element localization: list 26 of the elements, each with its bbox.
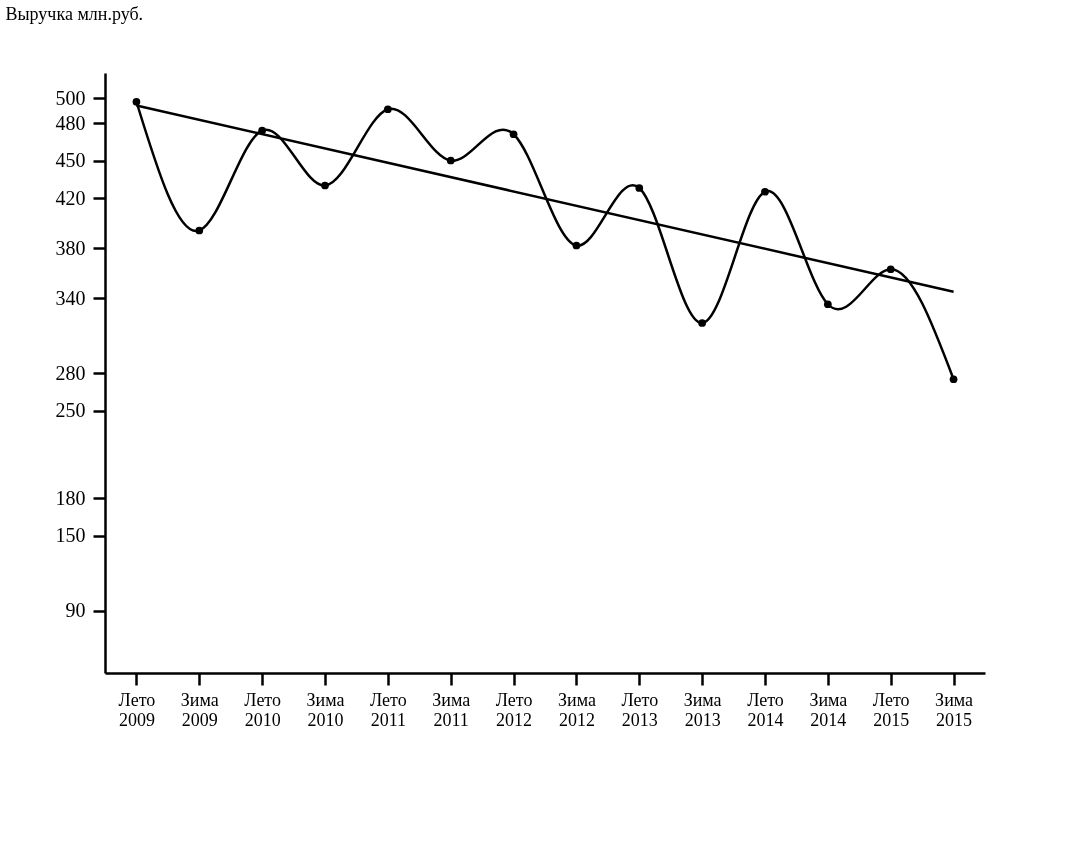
x-tick-label: Лето 2010 xyxy=(244,689,281,730)
y-tick-label: 450 xyxy=(55,149,86,171)
y-tick-label: 280 xyxy=(55,361,86,384)
y-tick-label: 420 xyxy=(55,186,86,209)
y-tick-label: 380 xyxy=(55,236,86,259)
x-tick-label: Зима 2009 xyxy=(180,689,219,730)
y-tick-label: 500 xyxy=(55,86,86,109)
x-tick-label: Лето 2012 xyxy=(495,689,533,730)
x-tick-label: Зима 2014 xyxy=(809,689,848,730)
x-tick-label: Лето 2014 xyxy=(747,689,784,730)
y-tick-label: 340 xyxy=(55,286,86,309)
x-tick-label: Зима 2013 xyxy=(683,689,722,730)
x-tick-label: Зима 2010 xyxy=(306,689,345,730)
x-tick-label: Зима 2011 xyxy=(432,689,471,730)
y-tick-label: 480 xyxy=(55,111,86,134)
x-tick-label: Зима 2012 xyxy=(557,689,596,730)
y-tick-label: 250 xyxy=(55,399,86,421)
y-axis-title: Выручка млн.руб. xyxy=(5,3,144,24)
x-tick-label: Лето 2013 xyxy=(621,689,659,730)
y-tick-label: 150 xyxy=(55,524,86,546)
x-tick-label: Лето 2011 xyxy=(370,689,407,730)
y-tick-label: 90 xyxy=(65,599,86,621)
x-tick-label: Лето 2009 xyxy=(118,689,156,730)
x-tick-label: Зима 2015 xyxy=(935,689,974,730)
x-tick-label: Лето 2015 xyxy=(872,689,910,730)
y-tick-label: 180 xyxy=(55,486,86,509)
